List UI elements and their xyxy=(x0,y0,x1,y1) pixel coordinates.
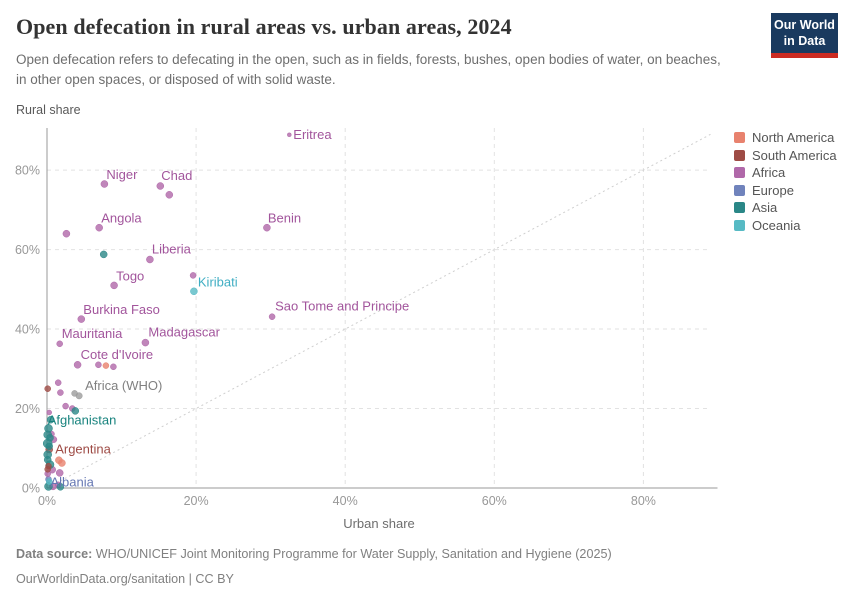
point-label: Sao Tome and Principe xyxy=(275,299,409,314)
point-label: Chad xyxy=(161,168,192,183)
legend-swatch-asia xyxy=(734,202,745,214)
x-tick-label: 0% xyxy=(38,494,56,508)
y-tick-label: 0% xyxy=(22,482,40,496)
data-point[interactable] xyxy=(62,402,69,410)
legend-swatch-oceania xyxy=(734,219,745,231)
owid-logo[interactable]: Our World in Data xyxy=(771,13,838,59)
legend-label: Africa xyxy=(752,165,786,181)
diagonal-reference-line xyxy=(46,133,711,489)
data-point[interactable] xyxy=(56,483,65,491)
legend-item-oceania[interactable]: Oceania xyxy=(734,217,837,235)
data-point[interactable] xyxy=(46,409,52,416)
data-point-niger[interactable] xyxy=(100,180,109,188)
data-point-liberia[interactable] xyxy=(146,255,154,264)
legend-swatch-africa xyxy=(734,167,745,179)
legend-swatch-south_america xyxy=(734,149,745,161)
data-point[interactable] xyxy=(54,379,62,386)
point-label: Eritrea xyxy=(293,127,332,142)
data-point[interactable] xyxy=(44,466,51,473)
point-label: Kiribati xyxy=(198,274,238,289)
x-tick-label: 60% xyxy=(482,494,507,508)
point-label: Mauritania xyxy=(62,326,123,341)
data-point-kiribati[interactable] xyxy=(190,287,198,296)
point-label: Argentina xyxy=(55,442,111,457)
point-label: Liberia xyxy=(152,242,192,257)
y-tick-label: 80% xyxy=(15,164,40,178)
point-label: Cote d'Ivoire xyxy=(81,347,154,362)
legend-label: Oceania xyxy=(752,217,801,233)
point-label: Afghanistan xyxy=(48,413,117,428)
y-axis-title: Rural share xyxy=(16,103,81,117)
owid-logo-line2: in Data xyxy=(783,33,826,48)
page-title: Open defecation in rural areas vs. urban… xyxy=(16,14,512,39)
data-point[interactable] xyxy=(165,191,174,199)
datasource-line: Data source: WHO/UNICEF Joint Monitoring… xyxy=(16,545,612,565)
x-tick-label: 80% xyxy=(631,494,656,508)
data-point[interactable] xyxy=(44,385,51,392)
data-point[interactable] xyxy=(110,363,117,371)
data-point[interactable] xyxy=(58,459,66,467)
data-point[interactable] xyxy=(45,442,53,451)
data-point[interactable] xyxy=(57,389,64,396)
data-point-cote-d-ivoire[interactable] xyxy=(73,361,82,369)
data-point-madagascar[interactable] xyxy=(141,338,150,347)
chart-subtitle: Open defecation refers to defecating in … xyxy=(16,52,721,88)
y-tick-label: 40% xyxy=(15,323,40,337)
data-point-benin[interactable] xyxy=(263,223,271,232)
datasource-text: WHO/UNICEF Joint Monitoring Programme fo… xyxy=(92,547,612,561)
point-label: Africa (WHO) xyxy=(85,378,162,393)
point-label: Togo xyxy=(116,268,144,283)
data-point-eritrea[interactable] xyxy=(287,132,292,138)
y-tick-label: 60% xyxy=(15,243,40,257)
point-label: Madagascar xyxy=(148,325,220,340)
chart-legend: North America South America Africa Europe As… xyxy=(734,129,837,234)
data-point-angola[interactable] xyxy=(95,223,103,232)
data-point-burkina-faso[interactable] xyxy=(77,315,86,323)
point-label: Angola xyxy=(101,211,142,226)
data-point-sao-tome-and-principe[interactable] xyxy=(268,313,276,320)
legend-item-north_america[interactable]: North America xyxy=(734,129,837,147)
data-point[interactable] xyxy=(189,272,197,279)
x-tick-label: 40% xyxy=(333,494,358,508)
x-tick-label: 20% xyxy=(184,494,209,508)
data-point-mauritania[interactable] xyxy=(56,340,63,348)
data-point[interactable] xyxy=(71,390,78,397)
point-label: Burkina Faso xyxy=(83,302,160,317)
x-axis-title: Urban share xyxy=(343,516,415,531)
legend-label: South America xyxy=(752,147,837,163)
legend-label: Europe xyxy=(752,182,794,198)
legend-swatch-north_america xyxy=(734,132,745,144)
data-point[interactable] xyxy=(55,469,64,477)
datasource-label: Data source: xyxy=(16,547,93,561)
data-point[interactable] xyxy=(45,478,53,485)
data-point[interactable] xyxy=(71,407,80,415)
point-label: Niger xyxy=(106,167,138,182)
data-point-chad[interactable] xyxy=(156,182,165,190)
y-tick-label: 20% xyxy=(15,402,40,416)
point-label: Benin xyxy=(268,211,301,226)
data-point[interactable] xyxy=(62,229,71,238)
legend-label: Asia xyxy=(752,200,778,216)
owid-logo-line1: Our World xyxy=(774,18,835,32)
data-point-afghanistan[interactable] xyxy=(46,415,55,424)
data-point[interactable] xyxy=(102,362,110,369)
chart-footer: Data source: WHO/UNICEF Joint Monitoring… xyxy=(16,545,612,594)
legend-item-africa[interactable]: Africa xyxy=(734,164,837,182)
legend-swatch-europe xyxy=(734,184,745,196)
legend-item-south_america[interactable]: South America xyxy=(734,147,837,165)
data-point[interactable] xyxy=(99,250,108,259)
point-label: Albania xyxy=(51,474,95,489)
legend-item-asia[interactable]: Asia xyxy=(734,199,837,217)
legend-label: North America xyxy=(752,130,835,146)
data-point-togo[interactable] xyxy=(110,281,118,290)
data-point[interactable] xyxy=(95,361,102,369)
citation: OurWorldinData.org/sanitation | CC BY xyxy=(16,571,234,586)
legend-item-europe[interactable]: Europe xyxy=(734,182,837,200)
